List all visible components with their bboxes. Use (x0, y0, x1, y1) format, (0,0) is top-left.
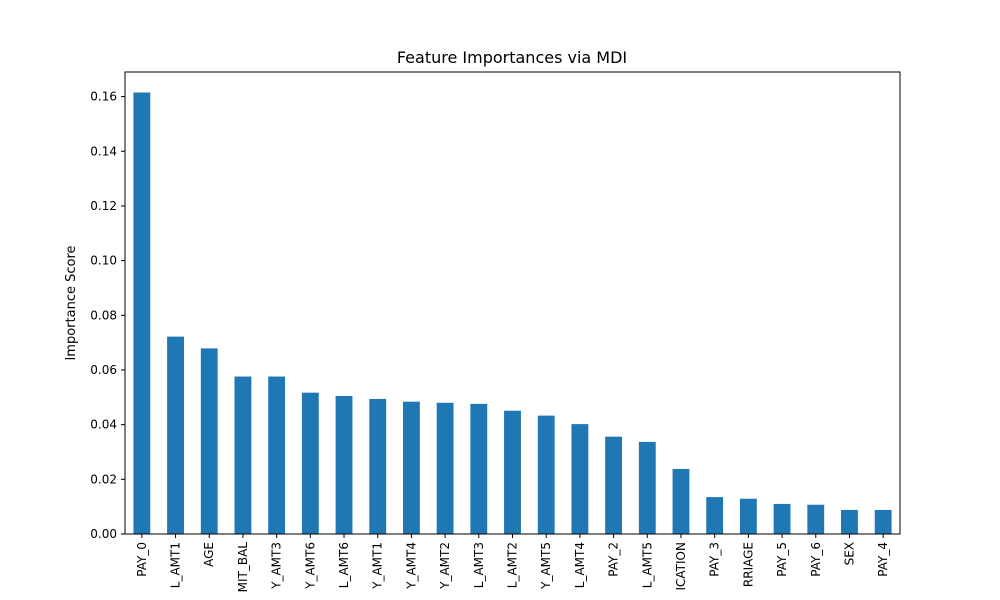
bar-L_AMT2 (504, 410, 521, 534)
x-tick-label: L_AMT4 (573, 542, 587, 588)
x-axis: PAY_0 L_AMT1 AGE MIT_BAL Y_AMT3 Y_AMT6 L_AMT6 Y… (135, 534, 890, 592)
bar-Y_AMT6 (301, 392, 319, 534)
plot-frame (124, 71, 901, 535)
bar-Y_AMT2 (436, 402, 454, 534)
x-tick-label: Y_AMT4 (404, 542, 418, 590)
bar-L_AMT1 (167, 336, 184, 534)
bar-L_AMT6 (335, 395, 353, 534)
bar-Y_AMT1 (369, 398, 387, 534)
bar-Y_AMT5 (537, 415, 555, 534)
y-tick-label: 0.00 (90, 527, 117, 541)
bar-PAY_2 (605, 436, 623, 534)
y-axis-label: Importance Score (64, 245, 79, 360)
x-tick-label: RRIAGE (741, 542, 755, 587)
y-tick-label: 0.02 (90, 472, 117, 486)
x-tick-label: Y_AMT1 (371, 542, 385, 590)
x-tick-label: PAY_6 (809, 542, 823, 577)
bar-PAY_4 (874, 509, 892, 534)
x-tick-label: PAY_2 (607, 542, 621, 577)
y-tick-label: 0.08 (90, 308, 117, 322)
bar-SEX (841, 509, 858, 534)
y-tick-label: 0.14 (90, 144, 117, 158)
bar-L_AMT4 (571, 424, 589, 534)
bar-PAY_3 (706, 497, 724, 534)
x-tick-label: PAY_5 (775, 542, 789, 577)
x-tick-label: AGE (202, 542, 216, 567)
bar-Y_AMT4 (402, 401, 420, 534)
x-tick-label: ICATION (674, 542, 688, 591)
x-tick-label: L_AMT6 (337, 542, 351, 588)
bar-MIT_BAL (234, 376, 252, 534)
bar-Y_AMT3 (268, 376, 286, 534)
x-tick-label: Y_AMT3 (270, 542, 284, 590)
x-tick-label: L_AMT2 (506, 542, 520, 588)
x-tick-label: Y_AMT6 (303, 542, 317, 590)
y-tick-label: 0.12 (90, 199, 117, 213)
bar-AGE (200, 348, 218, 534)
chart-title: Feature Importances via MDI (397, 48, 627, 67)
bar-L_AMT3 (470, 403, 488, 534)
x-tick-label: L_AMT5 (640, 542, 654, 588)
bars-group (133, 92, 892, 534)
x-tick-label: PAY_4 (876, 542, 890, 577)
x-tick-label: Y_AMT2 (438, 542, 452, 590)
x-tick-label: MIT_BAL (236, 542, 250, 593)
x-tick-label: PAY_3 (708, 542, 722, 577)
x-tick-label: PAY_0 (135, 542, 149, 577)
x-tick-label: L_AMT3 (472, 542, 486, 588)
bar-PAY_0 (133, 92, 151, 534)
y-tick-label: 0.16 (90, 90, 117, 104)
bar-ICATION (672, 468, 690, 534)
y-tick-label: 0.10 (90, 254, 117, 268)
bar-L_AMT5 (638, 441, 656, 534)
x-tick-label: SEX (842, 542, 856, 565)
y-tick-label: 0.04 (90, 418, 117, 432)
y-tick-label: 0.06 (90, 363, 117, 377)
bar-RRIAGE (739, 498, 757, 534)
x-tick-label: Y_AMT5 (539, 542, 553, 590)
x-tick-label: L_AMT1 (169, 542, 183, 588)
bar-PAY_6 (807, 504, 825, 534)
bar-PAY_5 (773, 503, 791, 534)
y-axis: 0.00 0.02 0.04 0.06 0.08 0.10 0.12 0.14 0.16 (90, 90, 125, 541)
